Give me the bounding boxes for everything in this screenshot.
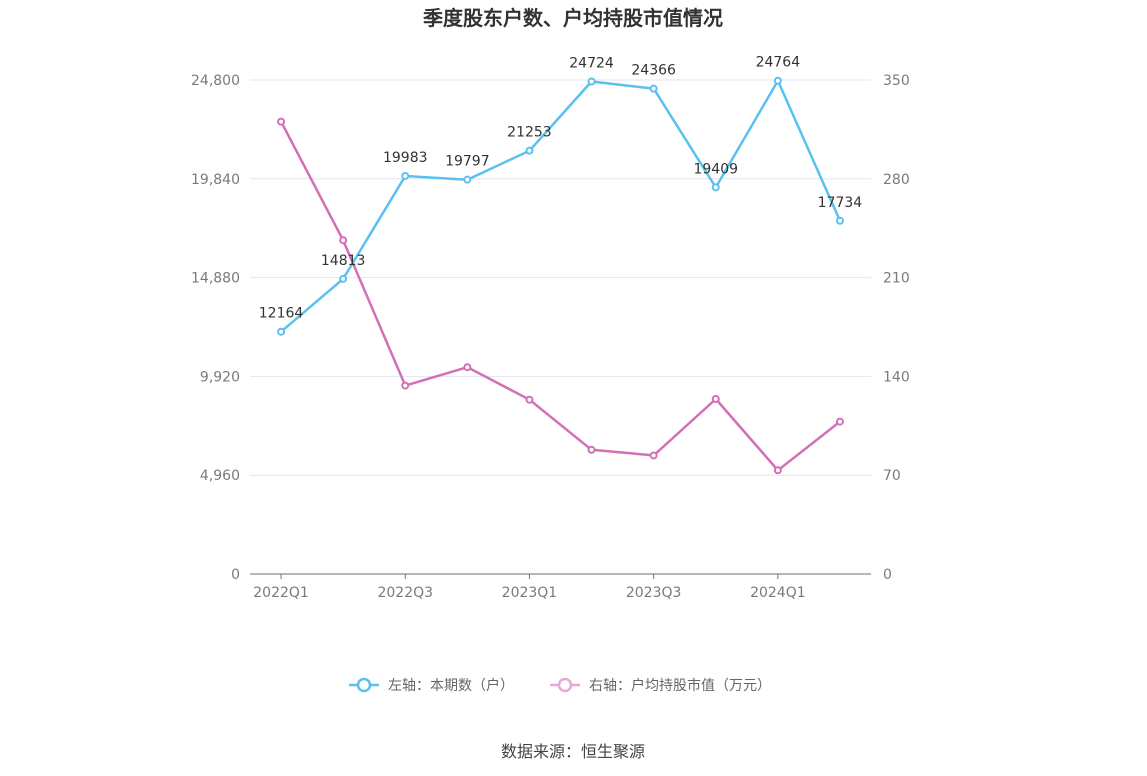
right-tick-label: 70: [883, 468, 901, 484]
data-point: [649, 84, 658, 93]
right-tick-label: 210: [883, 271, 910, 287]
data-label: 19797: [445, 154, 490, 170]
source-note: 数据来源：恒生聚源: [501, 742, 645, 761]
left-axis: 0 4,960 9,920 14,880 19,840 24,800: [191, 73, 240, 583]
right-tick-label: 140: [883, 369, 910, 385]
data-point: [277, 117, 286, 126]
data-point: [401, 171, 410, 180]
left-tick-label: 24,800: [191, 73, 240, 89]
data-point: [401, 381, 410, 390]
data-point: [711, 183, 720, 192]
x-tick-label: 2024Q1: [750, 585, 806, 601]
data-point: [835, 417, 844, 426]
data-point: [463, 363, 472, 372]
data-label: 12164: [259, 306, 304, 322]
data-label: 19983: [383, 150, 428, 166]
legend[interactable]: 左轴：本期数（户） 右轴：户均持股市值（万元）: [349, 677, 771, 694]
data-point: [277, 327, 286, 336]
right-tick-label: 350: [883, 73, 910, 89]
grid-lines: [250, 79, 871, 476]
data-point: [525, 146, 534, 155]
data-label: 17734: [818, 195, 863, 211]
legend-label: 右轴：户均持股市值（万元）: [589, 677, 771, 694]
data-point: [339, 274, 348, 283]
data-label: 24724: [569, 56, 614, 72]
legend-marker-icon: [356, 677, 372, 693]
left-tick-label: 9,920: [200, 369, 240, 385]
x-tick-label: 2022Q1: [253, 585, 309, 601]
series-line-0: [280, 79, 842, 333]
data-point: [773, 76, 782, 85]
left-tick-label: 14,880: [191, 271, 240, 287]
right-tick-label: 0: [883, 567, 892, 583]
x-tick-label: 2022Q3: [377, 585, 433, 601]
data-point: [649, 451, 658, 460]
data-point: [525, 395, 534, 404]
data-label: 14813: [321, 253, 366, 269]
data-point: [835, 216, 844, 225]
data-point: [773, 466, 782, 475]
legend-marker-icon: [557, 677, 573, 693]
x-tick-label: 2023Q1: [502, 585, 558, 601]
data-labels: 12164 14813 19983 19797 21253 24724 24366 19409…: [259, 55, 863, 322]
data-point: [587, 445, 596, 454]
right-tick-label: 280: [883, 172, 910, 188]
x-axis: 2022Q1 2022Q3 2023Q1 2023Q3 2024Q1: [250, 573, 871, 601]
series-line-1: [279, 121, 841, 472]
chart-title: 季度股东户数、户均持股市值情况: [422, 6, 723, 30]
data-point: [711, 394, 720, 403]
series-lines: [279, 79, 842, 472]
data-label: 19409: [693, 161, 738, 177]
data-label: 24366: [631, 63, 676, 79]
legend-item-1[interactable]: 右轴：户均持股市值（万元）: [550, 677, 771, 694]
left-tick-label: 0: [231, 567, 240, 583]
left-tick-label: 19,840: [191, 172, 240, 188]
left-tick-label: 4,960: [200, 468, 240, 484]
legend-item-0[interactable]: 左轴：本期数（户）: [349, 677, 514, 694]
data-point: [587, 77, 596, 86]
x-tick-label: 2023Q3: [626, 585, 682, 601]
legend-label: 左轴：本期数（户）: [388, 677, 514, 694]
data-label: 24764: [756, 55, 801, 71]
data-label: 21253: [507, 125, 552, 141]
right-axis: 0 70 140 210 280 350: [883, 73, 910, 583]
data-point: [463, 175, 472, 184]
series-points: [277, 76, 844, 475]
data-point: [339, 236, 348, 245]
